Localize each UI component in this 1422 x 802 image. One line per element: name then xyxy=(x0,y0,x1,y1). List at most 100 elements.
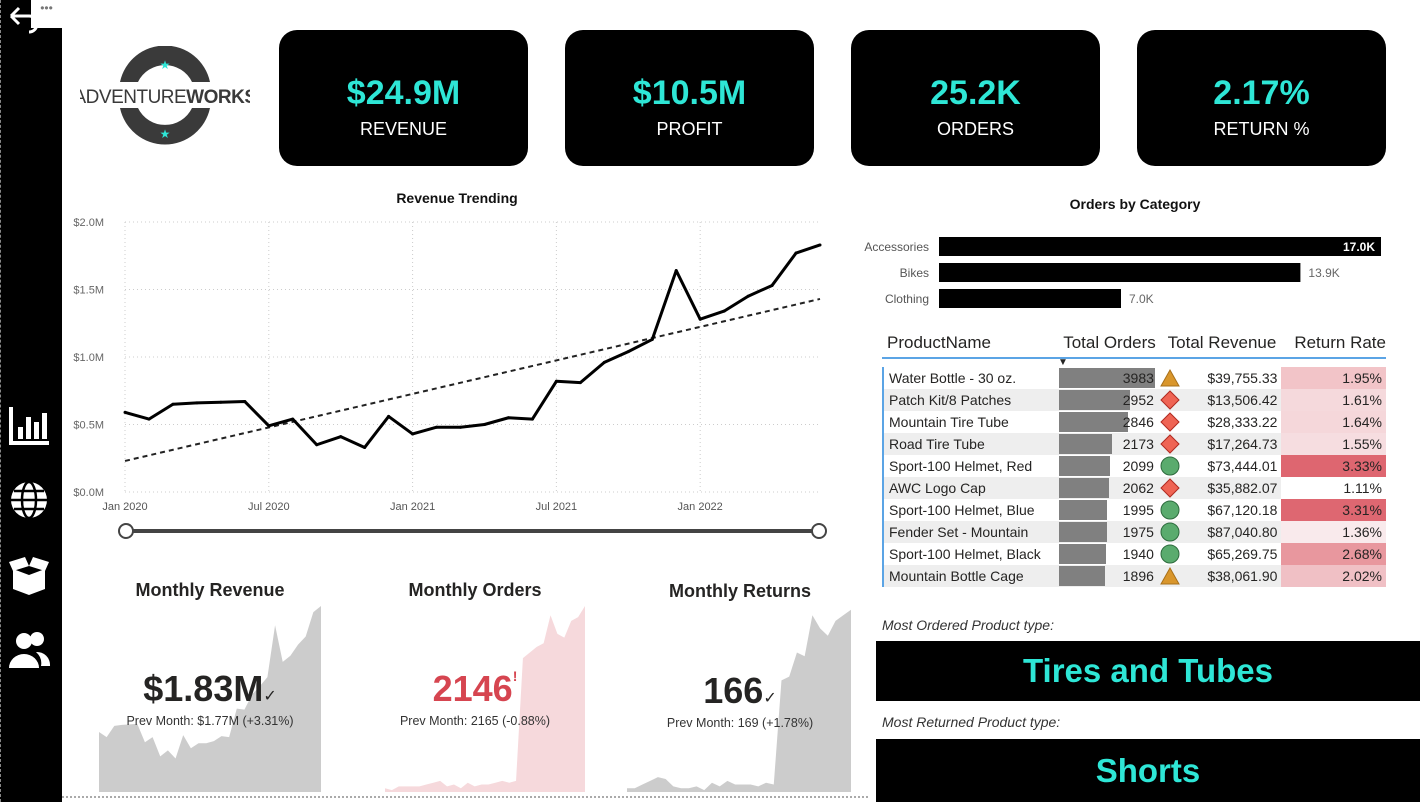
sparklines xyxy=(62,606,870,798)
most-ordered-label: Most Ordered Product type: xyxy=(882,617,1054,633)
data-point xyxy=(147,417,151,421)
slider-handle[interactable] xyxy=(118,523,134,539)
status-icon-cell xyxy=(1158,544,1182,564)
col-header-revenue[interactable]: Total Revenue xyxy=(1167,333,1277,352)
table-row[interactable]: Patch Kit/8 Patches 2952 $13,506.42 1.61… xyxy=(884,389,1386,411)
card-value-revenue: $1.83M✓ xyxy=(80,668,340,710)
data-point xyxy=(243,400,247,404)
box-icon[interactable] xyxy=(7,553,51,597)
data-point xyxy=(315,443,319,447)
card-sub-revenue: Prev Month: $1.77M (+3.31%) xyxy=(126,714,294,728)
data-point xyxy=(123,410,127,414)
warning-icon: ! xyxy=(512,668,518,684)
table-row[interactable]: Mountain Bottle Cage 1896 $38,061.90 2.0… xyxy=(884,565,1386,587)
adventureworks-logo: ★ ★ ADVENTUREWORKS xyxy=(73,45,257,146)
col-header-orders[interactable]: Total Orders xyxy=(1063,333,1156,352)
data-point xyxy=(626,350,630,354)
x-tick-label: Jul 2021 xyxy=(536,501,578,513)
total-orders: 2173 xyxy=(1053,433,1158,455)
orders-data-bar xyxy=(1059,456,1110,476)
category-chart-title: Orders by Category xyxy=(1069,196,1201,212)
status-icon-cell xyxy=(1158,567,1182,585)
diamond-alert-icon xyxy=(1160,478,1180,498)
kpi-value: $10.5M xyxy=(632,74,747,112)
total-revenue: $35,882.07 xyxy=(1207,480,1278,496)
data-point xyxy=(411,432,415,436)
svg-text:★: ★ xyxy=(160,127,171,141)
data-point xyxy=(530,417,534,421)
total-revenue: $67,120.18 xyxy=(1207,502,1278,518)
return-rate: 2.02% xyxy=(1281,565,1386,587)
orders-data-bar xyxy=(1059,434,1112,454)
sort-desc-icon[interactable]: ▼ xyxy=(1058,357,1068,368)
col-header-product[interactable]: ProductName xyxy=(887,333,991,352)
most-returned-value: Shorts xyxy=(876,739,1420,802)
data-label: 13.9K xyxy=(1308,266,1339,280)
card-title-returns: Monthly Returns xyxy=(669,581,811,601)
table-row[interactable]: Sport-100 Helmet, Red 2099 $73,444.01 3.… xyxy=(884,455,1386,477)
kpi-value: $24.9M xyxy=(346,74,461,112)
kpi-revenue: $24.9M REVENUE xyxy=(279,30,528,166)
product-name: Patch Kit/8 Patches xyxy=(889,392,1012,408)
total-orders: 2062 xyxy=(1053,477,1158,499)
orders-value: 2173 xyxy=(1122,436,1154,452)
total-revenue: $87,040.80 xyxy=(1207,524,1278,540)
total-revenue: $39,755.33 xyxy=(1207,370,1278,386)
more-options-button[interactable]: ••• xyxy=(31,0,62,28)
circle-ok-icon xyxy=(1160,522,1180,542)
table-row[interactable]: Water Bottle - 30 oz. 3983 $39,755.33 1.… xyxy=(884,367,1386,389)
sparkline-area xyxy=(99,606,321,792)
globe-icon[interactable] xyxy=(7,478,51,522)
most-returned-label: Most Returned Product type: xyxy=(882,714,1061,730)
table-row[interactable]: Fender Set - Mountain 1975 $87,040.80 1.… xyxy=(884,521,1386,543)
card-sub-orders: Prev Month: 2165 (-0.88%) xyxy=(399,714,551,728)
kpi-label: RETURN % xyxy=(1213,119,1310,139)
table-row[interactable]: Mountain Tire Tube 2846 $28,333.22 1.64% xyxy=(884,411,1386,433)
back-arrow-icon[interactable] xyxy=(7,4,39,38)
table-row[interactable]: AWC Logo Cap 2062 $35,882.07 1.11% xyxy=(884,477,1386,499)
card-title-orders: Monthly Orders xyxy=(408,580,542,600)
kpi-return-rate: 2.17% RETURN % xyxy=(1137,30,1386,166)
sidebar-nav xyxy=(0,0,62,802)
slider-handle[interactable] xyxy=(811,523,827,539)
data-point xyxy=(746,294,750,298)
orders-data-bar xyxy=(1059,544,1107,564)
trend-line xyxy=(124,297,821,462)
product-name: Sport-100 Helmet, Red xyxy=(889,458,1033,474)
circle-ok-icon xyxy=(1160,544,1180,564)
table-header: ProductName Total Orders Total Revenue R… xyxy=(882,333,1386,368)
data-point xyxy=(818,243,822,247)
table-row[interactable]: Sport-100 Helmet, Black 1940 $65,269.75 … xyxy=(884,543,1386,565)
kpi-orders: 25.2K ORDERS xyxy=(851,30,1100,166)
total-revenue: $38,061.90 xyxy=(1207,568,1278,584)
data-label: 7.0K xyxy=(1129,292,1154,306)
col-header-return-rate[interactable]: Return Rate xyxy=(1294,333,1386,352)
return-rate: 1.55% xyxy=(1281,433,1386,455)
orders-value: 2099 xyxy=(1122,458,1154,474)
status-icon-cell xyxy=(1158,369,1182,387)
data-point xyxy=(794,251,798,255)
diamond-alert-icon xyxy=(1160,412,1180,432)
data-label: 17.0K xyxy=(1343,240,1375,254)
card-sub-returns: Prev Month: 169 (+1.78%) xyxy=(666,716,814,730)
total-orders: 2846 xyxy=(1053,411,1158,433)
product-name: Water Bottle - 30 oz. xyxy=(889,370,1017,386)
table-row[interactable]: Road Tire Tube 2173 $17,264.73 1.55% xyxy=(884,433,1386,455)
product-name: Fender Set - Mountain xyxy=(889,524,1029,540)
sparkline-area xyxy=(627,609,851,792)
total-revenue: $28,333.22 xyxy=(1207,414,1278,430)
data-point xyxy=(602,360,606,364)
return-rate: 1.61% xyxy=(1281,389,1386,411)
table-row[interactable]: Sport-100 Helmet, Blue 1995 $67,120.18 3… xyxy=(884,499,1386,521)
x-tick-label: Jan 2022 xyxy=(678,501,723,513)
bar-chart-icon[interactable] xyxy=(7,403,51,447)
product-name: Sport-100 Helmet, Black xyxy=(889,546,1041,562)
data-point xyxy=(554,379,558,383)
product-table: ProductName Total Orders Total Revenue R… xyxy=(882,333,1386,587)
return-rate: 2.68% xyxy=(1281,543,1386,565)
orders-value: 2062 xyxy=(1122,480,1154,496)
product-name: Sport-100 Helmet, Blue xyxy=(889,502,1035,518)
product-name: Mountain Tire Tube xyxy=(889,414,1009,430)
data-point xyxy=(770,283,774,287)
users-icon[interactable] xyxy=(7,628,51,672)
